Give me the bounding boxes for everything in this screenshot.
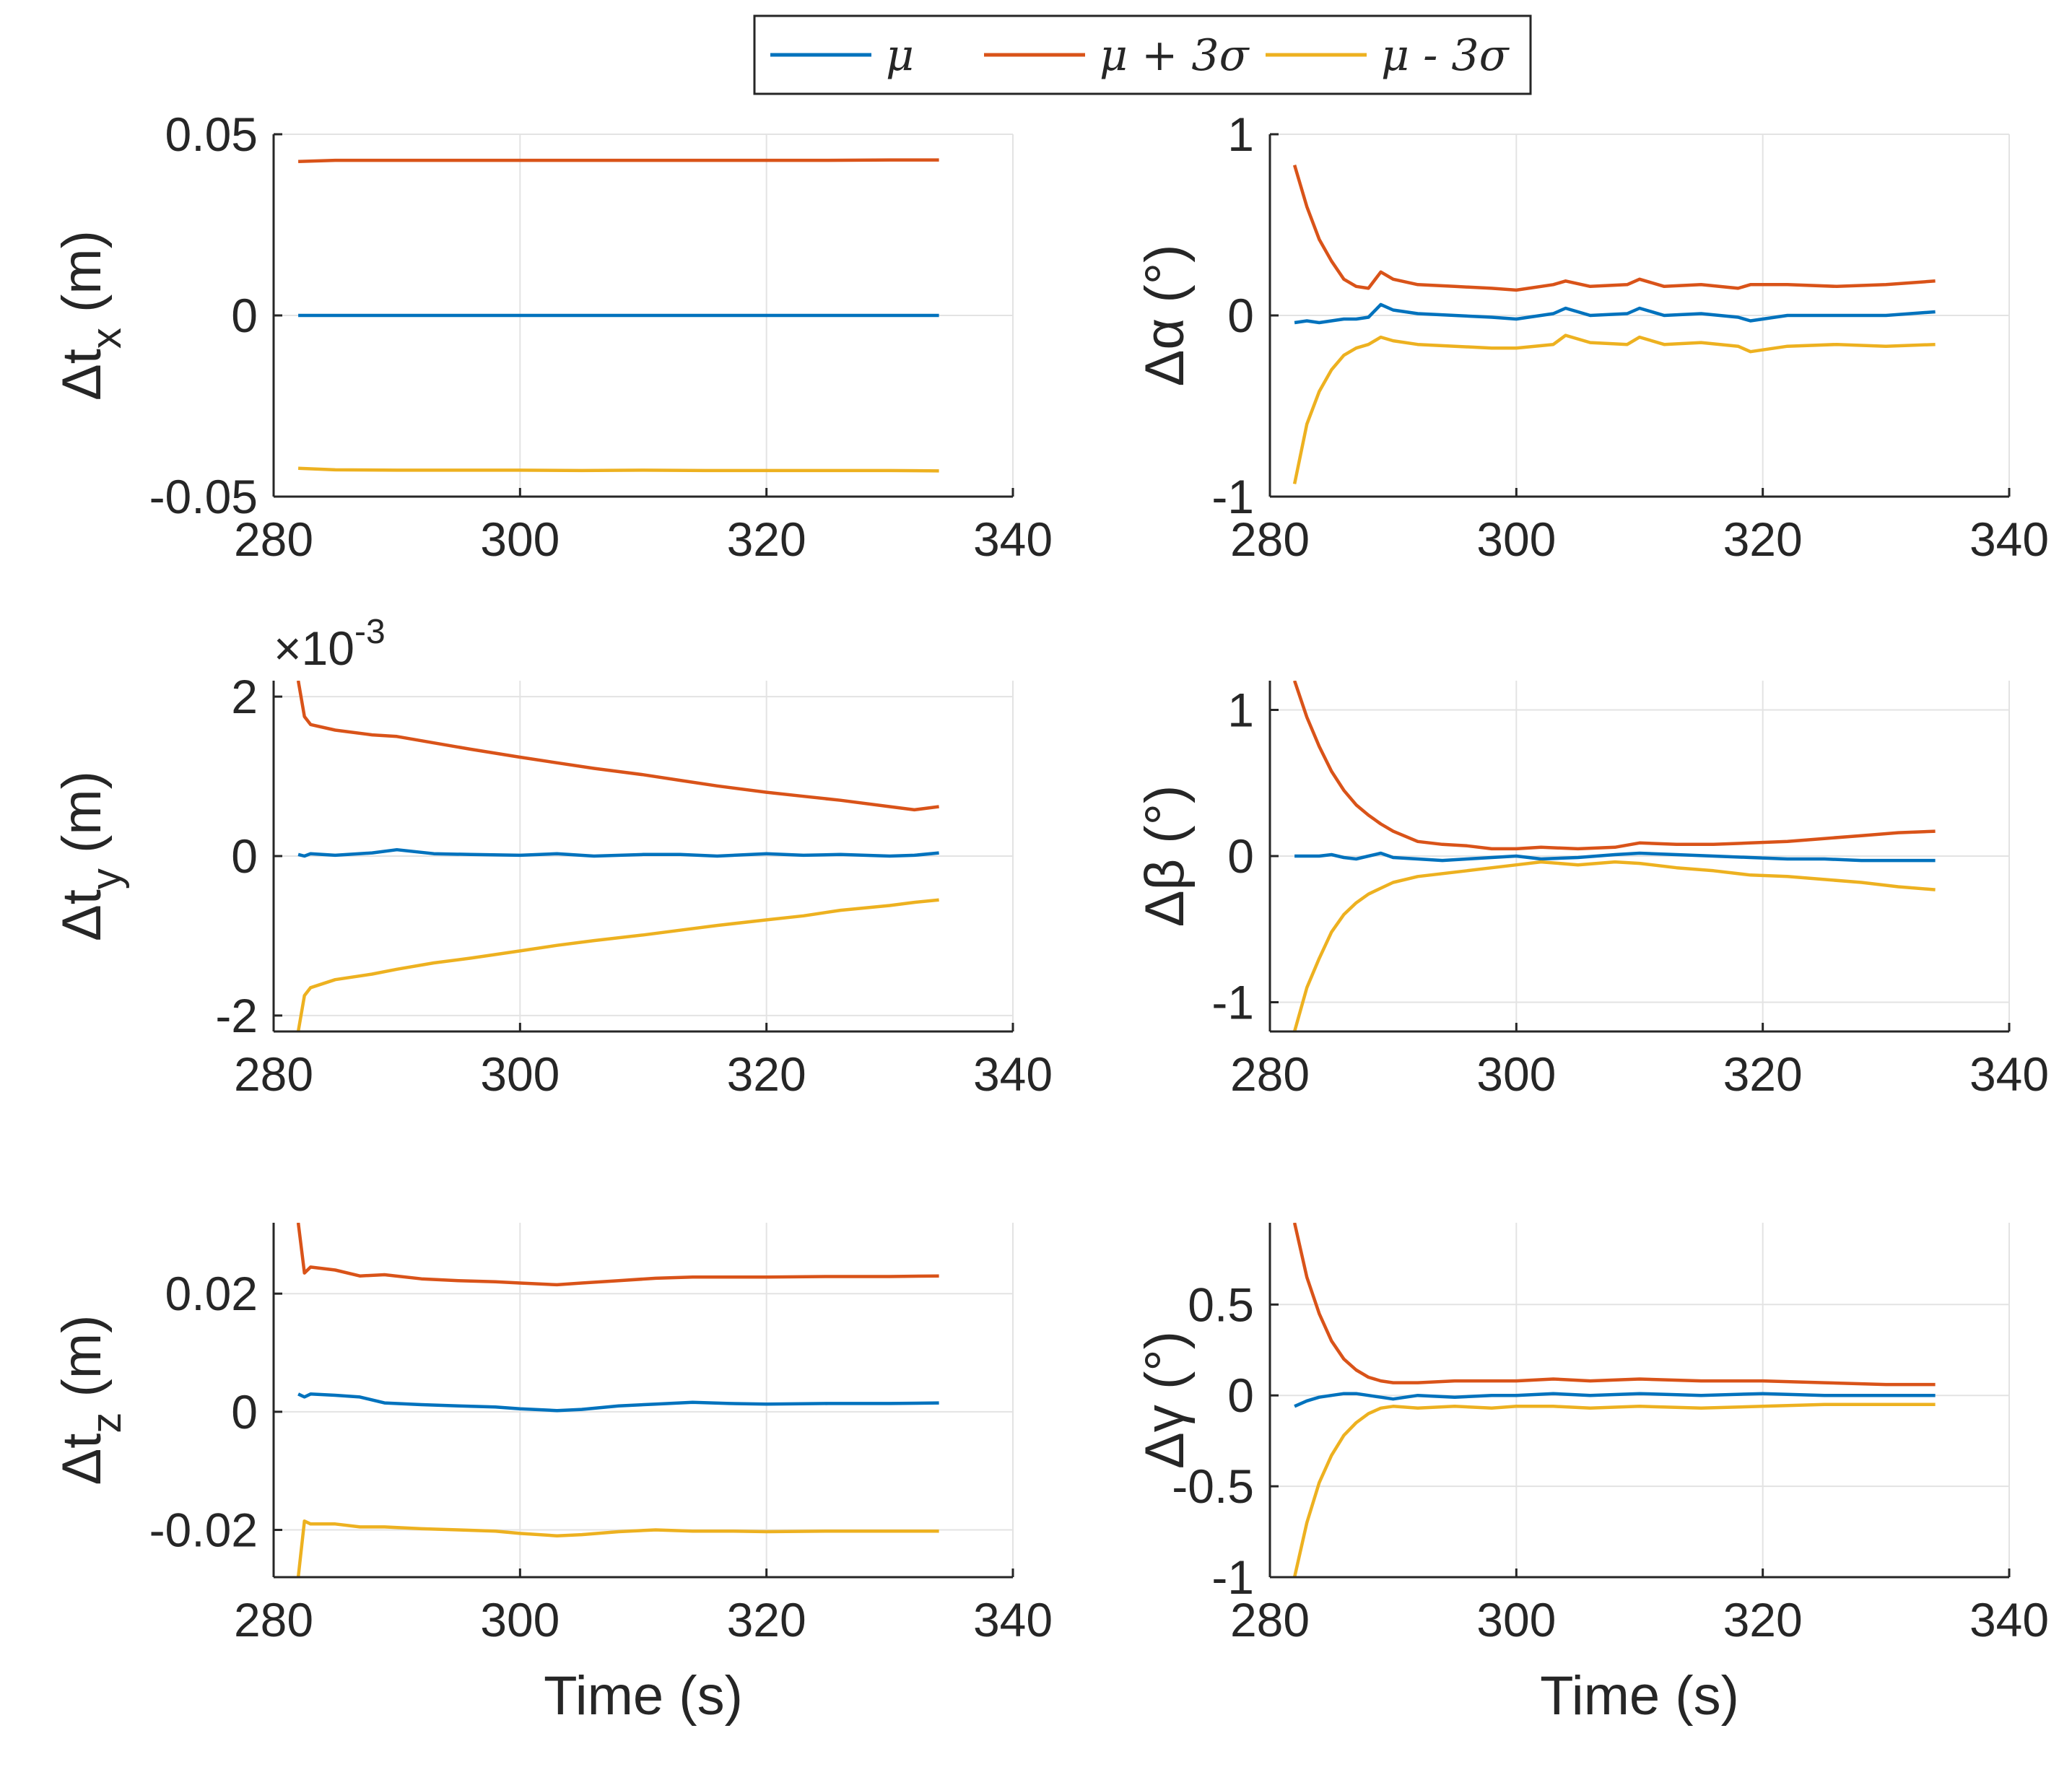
y-axis-title-subscript: x — [83, 328, 130, 349]
y-axis-title-subscript: y — [83, 868, 130, 889]
series-line-0 — [1292, 1223, 1936, 1387]
y-tick-label-1: 0 — [1227, 289, 1254, 342]
y-tick-label-0: -0.02 — [149, 1504, 258, 1557]
y-tick-label-1: -0.5 — [1172, 1460, 1254, 1513]
series-line-1 — [297, 1392, 939, 1413]
x-tick-label-3: 340 — [973, 1593, 1053, 1646]
x-tick-label-2: 320 — [1723, 1593, 1803, 1646]
y-tick-label-0: -1 — [1211, 1550, 1254, 1604]
subplot-ty: 280 300 320 340 -2 0 2 ×10-3 Δty (m) — [51, 613, 1053, 1101]
y-axis-title: Δty (m) — [51, 771, 130, 941]
y-tick-label-1: 0 — [231, 1385, 258, 1439]
x-tick-label-1: 300 — [480, 1047, 560, 1101]
y-axis-title-unit: (m) — [51, 1315, 113, 1413]
x-tick-label-1: 300 — [480, 512, 560, 566]
x-tick-label-2: 320 — [727, 1047, 806, 1101]
subplot-gamma: 280 300 320 340 -1 -0.5 0 0.5Δγ (°) Time (s) — [1134, 1223, 2049, 1727]
plot-area — [1270, 1223, 2009, 1577]
y-tick-label-0: -0.05 — [149, 470, 258, 523]
series-line-2 — [296, 1519, 939, 1577]
series-line-1 — [1294, 851, 1936, 863]
series-line-2 — [296, 898, 939, 1031]
y-tick-label-2: 1 — [1227, 108, 1254, 161]
series-line-2 — [1292, 1402, 1936, 1577]
x-tick-label-1: 300 — [1476, 1047, 1556, 1101]
y-axis-title-unit: (m) — [51, 771, 113, 868]
y-tick-label-2: 0.05 — [165, 108, 258, 161]
series-line-2 — [1292, 860, 1936, 1031]
subplot-tz: 280 300 320 340 -0.02 0 0.02 Δtz (m) Time (s) — [51, 1223, 1053, 1727]
legend-label-2: μ - 3σ — [1381, 30, 1510, 81]
y-axis-title: Δα (°) — [1134, 245, 1196, 387]
x-tick-label-1: 300 — [480, 1593, 560, 1646]
x-tick-label-3: 340 — [1969, 1047, 2049, 1101]
x-tick-label-0: 280 — [234, 1047, 313, 1101]
x-tick-label-0: 280 — [1230, 1047, 1310, 1101]
series-line-1 — [1294, 302, 1936, 325]
x-tick-label-2: 320 — [1723, 512, 1803, 566]
y-axis-title: Δtz (m) — [51, 1315, 130, 1485]
x-tick-label-3: 340 — [973, 512, 1053, 566]
y-tick-label-0: -1 — [1211, 470, 1254, 523]
series-line-0 — [1292, 681, 1936, 851]
y-tick-label-2: 0 — [1227, 1369, 1254, 1422]
series-line-1 — [297, 847, 939, 858]
legend-label-0: μ — [886, 30, 914, 81]
y-axis-title: Δtx (m) — [51, 230, 130, 401]
subplot-beta: 280 300 320 340 -1 0 1 Δβ (°) — [1134, 681, 2049, 1101]
y-axis-title: Δγ (°) — [1134, 1331, 1196, 1469]
y-tick-label-1: 0 — [231, 829, 258, 883]
x-tick-label-0: 280 — [1230, 512, 1310, 566]
legend-label-1: μ + 3σ — [1100, 30, 1250, 81]
series-line-2 — [1292, 333, 1936, 484]
x-tick-label-2: 320 — [1723, 1047, 1803, 1101]
x-tick-label-3: 340 — [1969, 1593, 2049, 1646]
series-line-0 — [298, 158, 939, 163]
x-tick-label-0: 280 — [234, 512, 313, 566]
x-tick-label-3: 340 — [1969, 512, 2049, 566]
axis-exponent-power: -3 — [354, 613, 386, 651]
x-tick-label-1: 300 — [1476, 1593, 1556, 1646]
x-tick-label-2: 320 — [727, 1593, 806, 1646]
series-line-1 — [1294, 1392, 1936, 1408]
y-axis-title-unit: (m) — [51, 230, 113, 328]
x-tick-label-2: 320 — [727, 512, 806, 566]
series-line-0 — [296, 1223, 939, 1287]
plot-area — [274, 1223, 1013, 1577]
y-axis-title: Δβ (°) — [1134, 785, 1196, 928]
y-tick-label-2: 0.02 — [165, 1267, 258, 1320]
y-tick-label-0: -1 — [1211, 976, 1254, 1029]
y-tick-label-0: -2 — [215, 989, 258, 1042]
x-tick-label-0: 280 — [234, 1593, 313, 1646]
legend: μ μ + 3σ μ - 3σ — [753, 14, 1532, 95]
x-axis-title: Time (s) — [1540, 1665, 1739, 1727]
y-tick-label-1: 0 — [231, 289, 258, 342]
y-tick-label-1: 0 — [1227, 829, 1254, 883]
y-tick-label-2: 2 — [231, 670, 258, 723]
x-tick-label-0: 280 — [1230, 1593, 1310, 1646]
x-tick-label-1: 300 — [1476, 512, 1556, 566]
y-tick-label-3: 0.5 — [1188, 1278, 1254, 1331]
series-line-0 — [1292, 165, 1936, 292]
legend-box — [753, 14, 1532, 95]
subplot-tx: 280 300 320 340 -0.05 0 0.05 Δtx (m) — [51, 108, 1053, 566]
series-line-0 — [296, 681, 939, 812]
y-tick-label-2: 1 — [1227, 684, 1254, 737]
y-axis-title-subscript: z — [83, 1413, 130, 1434]
subplot-grid: 280 300 320 340 -0.05 0 0.05 Δtx (m) 280 300 320 34… — [51, 108, 2049, 1727]
subplot-alpha: 280 300 320 340 -1 0 1 Δα (°) — [1134, 108, 2049, 566]
axis-exponent: ×10-3 — [274, 613, 386, 675]
x-tick-label-3: 340 — [973, 1047, 1053, 1101]
series-line-2 — [298, 466, 939, 473]
x-axis-title: Time (s) — [544, 1665, 743, 1727]
